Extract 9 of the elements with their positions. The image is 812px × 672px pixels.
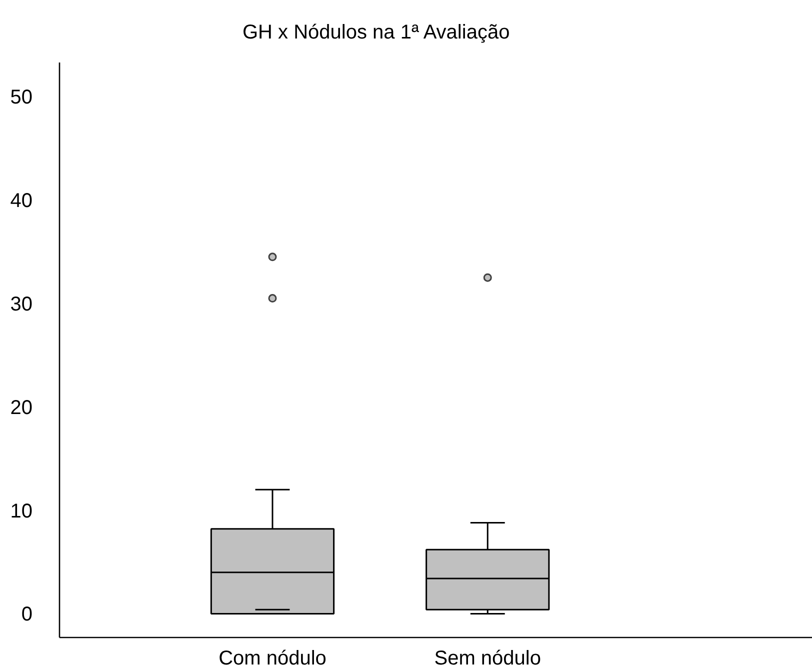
y-tick-label: 40 bbox=[10, 190, 33, 212]
y-tick-label: 50 bbox=[10, 86, 33, 109]
x-tick-label: Com nódulo bbox=[218, 648, 326, 670]
y-tick-label: 0 bbox=[21, 604, 32, 626]
chart-title: GH x Nódulos na 1ª Avaliação bbox=[242, 22, 510, 44]
y-tick-label: 10 bbox=[10, 500, 33, 522]
y-tick-label: 20 bbox=[10, 396, 33, 419]
x-tick-label: Sem nódulo bbox=[434, 648, 542, 670]
y-tick-label: 30 bbox=[10, 293, 33, 316]
